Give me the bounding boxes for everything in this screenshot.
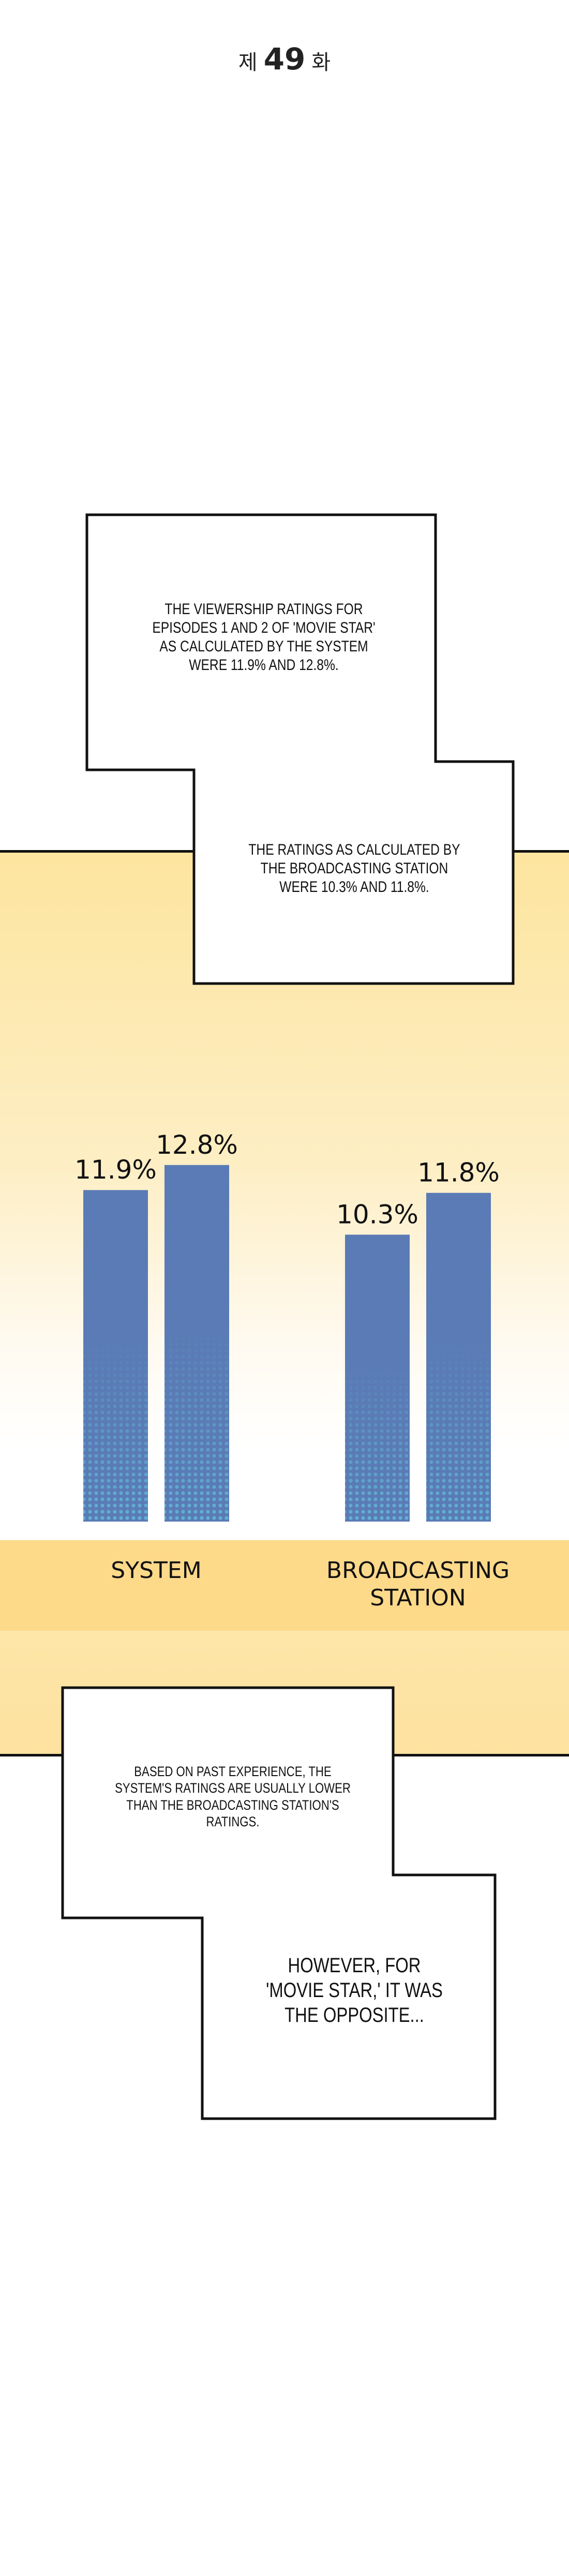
episode-prefix: 제 — [238, 51, 258, 75]
value-label: 12.8% — [156, 1130, 238, 1160]
value-label: 11.8% — [417, 1158, 500, 1188]
narration-text: THE VIEWERSHIP RATINGS FOR EPISODES 1 AN… — [152, 601, 376, 674]
category-label: BROADCASTING STATION — [326, 1557, 510, 1611]
episode-header: 제 49 화 — [0, 41, 569, 77]
narration-text: THE RATINGS AS CALCULATED BY THE BROADCA… — [248, 841, 460, 896]
halftone — [426, 1341, 491, 1522]
speech-box — [61, 1686, 497, 2120]
value-label: 10.3% — [336, 1199, 418, 1229]
halftone — [345, 1363, 410, 1522]
category-label: SYSTEM — [111, 1557, 202, 1584]
speech-box — [85, 513, 515, 985]
narration-text: BASED ON PAST EXPERIENCE, THE SYSTEM'S R… — [115, 1764, 351, 1830]
halftone — [83, 1339, 148, 1522]
value-label: 11.9% — [74, 1155, 157, 1185]
episode-suffix: 화 — [311, 51, 331, 75]
halftone — [164, 1325, 229, 1522]
narration-text: HOWEVER, FOR 'MOVIE STAR,' IT WAS THE OP… — [266, 1954, 443, 2027]
episode-number: 49 — [263, 41, 306, 77]
